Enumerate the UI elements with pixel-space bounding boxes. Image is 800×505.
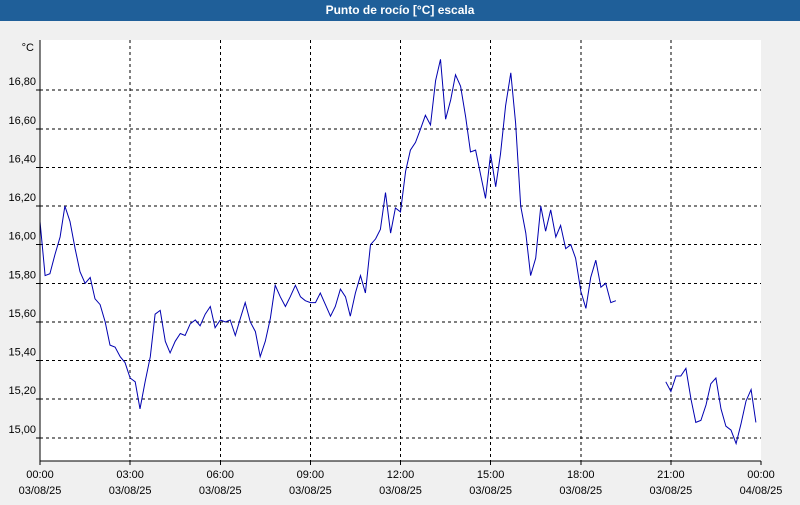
x-tick-time: 00:00 — [26, 469, 54, 481]
x-tick-time: 21:00 — [657, 469, 685, 481]
x-tick-time: 03:00 — [116, 469, 144, 481]
chart-title: Punto de rocío [°C] escala — [0, 0, 800, 21]
y-tick-label: 16,00 — [8, 231, 36, 243]
x-tick-date: 03/08/25 — [199, 485, 242, 497]
x-tick-time: 18:00 — [567, 469, 595, 481]
y-tick-label: 16,80 — [8, 76, 36, 88]
y-tick-label: 15,20 — [8, 385, 36, 397]
x-tick-date: 03/08/25 — [559, 485, 602, 497]
x-tick-time: 00:00 — [747, 469, 775, 481]
y-tick-label: 16,40 — [8, 153, 36, 165]
dew-point-chart: 15,00 15,20 15,40 15,60 15,80 16,00 16,20 16,40… — [8, 40, 782, 497]
axes — [36, 40, 762, 465]
y-tick-label: 16,60 — [8, 115, 36, 127]
x-tick-date: 03/08/25 — [289, 485, 332, 497]
y-tick-label: 15,40 — [8, 347, 36, 359]
series-line — [39, 59, 617, 409]
y-tick-label: 15,60 — [8, 308, 36, 320]
y-tick-label: 15,80 — [8, 269, 36, 281]
x-tick-date: 03/08/25 — [19, 485, 62, 497]
y-axis-unit: °C — [22, 42, 34, 54]
series — [39, 59, 757, 446]
x-tick-time: 12:00 — [387, 469, 415, 481]
x-tick-date: 03/08/25 — [109, 485, 152, 497]
chart-area: 15,00 15,20 15,40 15,60 15,80 16,00 16,20 16,40… — [0, 21, 800, 500]
x-tick-date: 03/08/25 — [379, 485, 422, 497]
grid — [40, 40, 761, 461]
x-tick-time: 09:00 — [297, 469, 325, 481]
x-tick-date: 03/08/25 — [469, 485, 512, 497]
x-tick-time: 06:00 — [206, 469, 234, 481]
tick-labels: 15,00 15,20 15,40 15,60 15,80 16,00 16,20 16,40… — [8, 42, 782, 497]
y-tick-label: 15,00 — [8, 424, 36, 436]
x-tick-date: 04/08/25 — [740, 485, 783, 497]
x-tick-time: 15:00 — [477, 469, 505, 481]
x-tick-date: 03/08/25 — [649, 485, 692, 497]
y-tick-label: 16,20 — [8, 192, 36, 204]
series-line — [665, 366, 757, 446]
